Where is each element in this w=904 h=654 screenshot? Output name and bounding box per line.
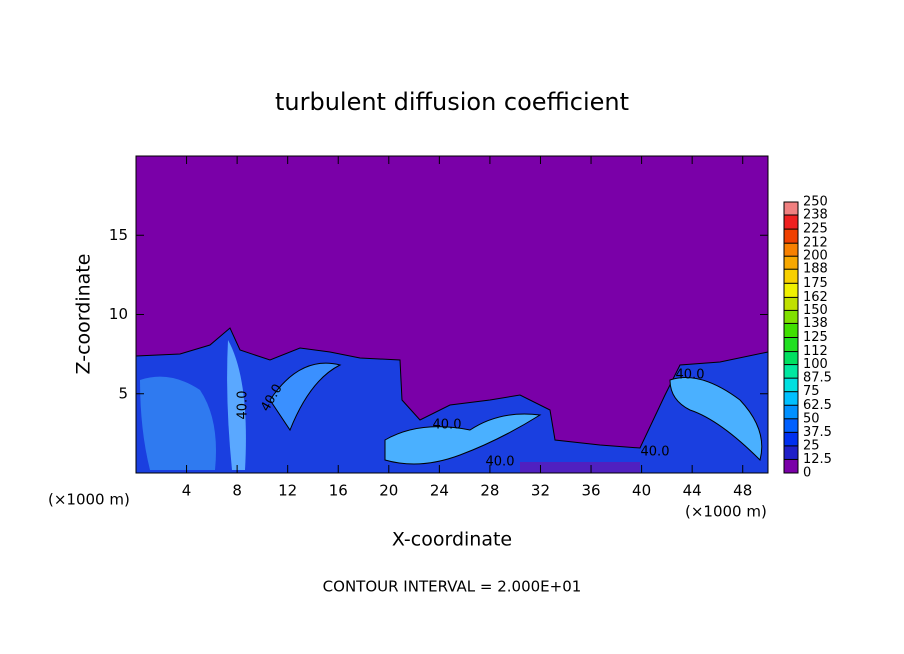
colorbar-swatch <box>784 310 798 324</box>
colorbar-swatch <box>784 256 798 270</box>
x-tick-label: 32 <box>531 482 550 500</box>
y-tick-label: 15 <box>109 226 128 244</box>
colorbar-tick-label: 138 <box>803 316 828 331</box>
x-tick-label: 16 <box>329 482 348 500</box>
colorbar-tick-label: 87.5 <box>803 371 832 386</box>
light-patch <box>269 362 342 432</box>
light-patch <box>140 376 216 470</box>
x-tick-label: 20 <box>379 482 398 500</box>
colorbar-swatch <box>784 391 798 406</box>
light-patch <box>227 340 246 470</box>
light-patch <box>384 413 542 465</box>
dark-patch <box>520 462 640 473</box>
colorbar-tick-label: 250 <box>803 195 828 210</box>
colorbar-swatch <box>784 364 798 379</box>
x-tick-label: 12 <box>278 482 297 500</box>
light-patch <box>669 377 763 461</box>
y-axis-label: Z-coordinate <box>73 254 95 375</box>
x-tick-label: 44 <box>683 482 702 500</box>
colorbar-tick-label: 112 <box>803 344 828 359</box>
colorbar-swatch <box>784 283 798 298</box>
x-tick-label: 48 <box>733 482 752 500</box>
x-tick-label: 36 <box>581 482 600 500</box>
x-tick-label: 4 <box>182 482 192 500</box>
colorbar-tick-label: 175 <box>803 276 828 291</box>
x-tick-label: 8 <box>232 482 242 500</box>
blue-region <box>135 327 769 474</box>
x-unit-label: (×1000 m) <box>685 503 767 521</box>
colorbar-tick-label: 0 <box>803 466 811 481</box>
colorbar-swatch <box>784 297 798 311</box>
colorbar-tick-label: 100 <box>803 357 828 372</box>
x-tick-label: 28 <box>480 482 499 500</box>
colorbar-tick-label: 225 <box>803 222 828 237</box>
colorbar-swatch <box>784 405 798 419</box>
colorbar-tick-label: 212 <box>803 236 828 251</box>
footer: CONTOUR INTERVAL = 2.000E+01 <box>323 578 582 596</box>
contour-label: 40.0 <box>486 455 515 470</box>
x-tick-label: 24 <box>430 482 449 500</box>
chart-title: turbulent diffusion coefficient <box>275 88 629 116</box>
colorbar-swatch <box>784 445 798 460</box>
x-axis-label: X-coordinate <box>392 529 512 551</box>
colorbar-tick-label: 238 <box>803 208 828 223</box>
colorbar-tick-label: 12.5 <box>803 452 832 467</box>
colorbar-tick-label: 162 <box>803 290 828 305</box>
y-tick-label: 5 <box>118 384 128 402</box>
colorbar-swatch <box>784 202 798 216</box>
colorbar-swatch <box>784 229 798 244</box>
colorbar-tick-label: 150 <box>803 303 828 318</box>
colorbar-swatch <box>784 323 798 338</box>
contour-label: 40.0 <box>676 368 705 383</box>
field <box>135 156 769 474</box>
x-unit-label: (×1000 m) <box>48 491 130 509</box>
colorbar-tick-label: 25 <box>803 438 820 453</box>
colorbar-swatch <box>784 337 798 352</box>
colorbar-swatch <box>784 378 798 392</box>
colorbar-swatch <box>784 215 798 230</box>
colorbar-swatch <box>784 418 798 433</box>
colorbar-swatch <box>784 243 798 257</box>
contour-label: 40.0 <box>236 391 251 420</box>
colorbar-tick-label: 188 <box>803 262 828 277</box>
colorbar-tick-label: 200 <box>803 249 828 264</box>
y-tick-label: 10 <box>109 305 128 323</box>
colorbar-swatch <box>784 459 798 473</box>
contour-label: 40.0 <box>641 445 670 460</box>
x-tick-label: 40 <box>632 482 651 500</box>
colorbar-swatch <box>784 269 798 284</box>
colorbar-tick-label: 37.5 <box>803 425 832 440</box>
colorbar-tick-label: 50 <box>803 411 820 426</box>
colorbar-tick-label: 125 <box>803 330 828 345</box>
contour-label: 40.0 <box>433 418 462 433</box>
colorbar-tick-label: 62.5 <box>803 398 832 413</box>
colorbar-swatch <box>784 351 798 365</box>
colorbar-tick-label: 75 <box>803 384 820 399</box>
colorbar-swatch <box>784 432 798 446</box>
